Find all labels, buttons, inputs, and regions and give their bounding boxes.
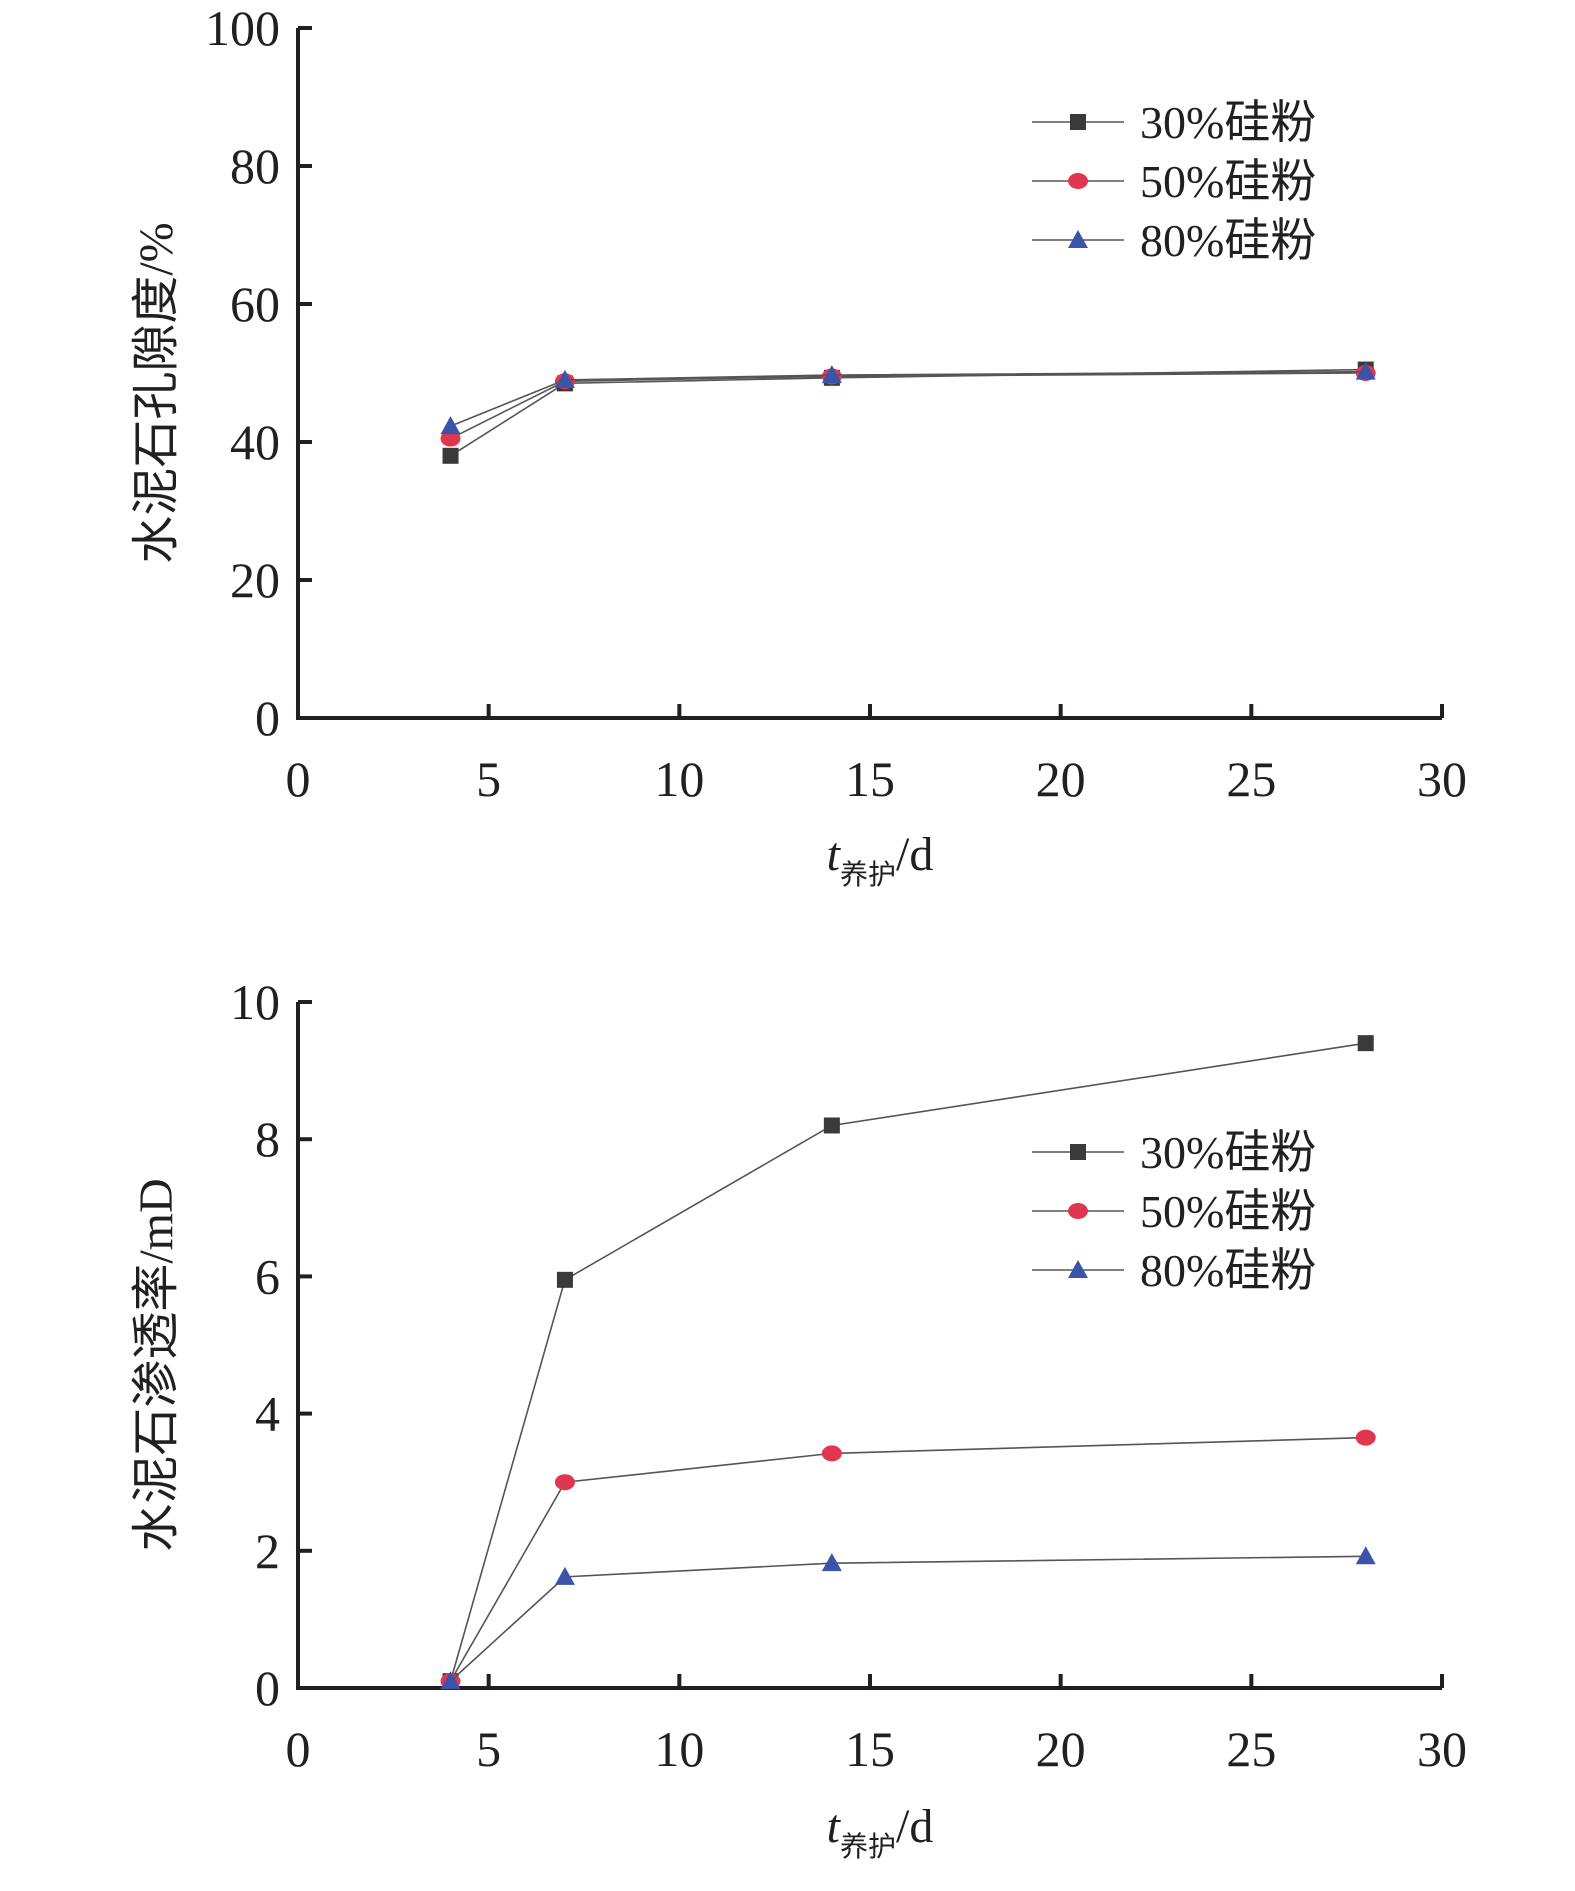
series-3	[440, 361, 1376, 435]
data-point	[1355, 1546, 1376, 1565]
data-point	[440, 416, 461, 435]
x-axis-title-sub: 养护	[840, 859, 896, 891]
x-tick-label: 20	[1036, 751, 1086, 807]
x-tick-label: 25	[1226, 751, 1276, 807]
x-tick-label: 20	[1036, 1721, 1086, 1777]
series-line	[450, 370, 1366, 427]
legend-marker	[1070, 114, 1086, 130]
legend: 30%硅粉 50%硅粉 80%硅粉	[1032, 1127, 1316, 1296]
data-point	[1355, 361, 1376, 380]
x-axis-title-unit: /d	[896, 1800, 933, 1853]
data-point	[1357, 1035, 1374, 1052]
series-line	[449, 1042, 1366, 1682]
series-line	[449, 1436, 1366, 1682]
x-tick-label: 10	[654, 1721, 704, 1777]
data-point	[823, 1117, 840, 1134]
x-tick-label: 15	[845, 1721, 895, 1777]
y-tick-label: 80	[230, 138, 280, 194]
legend-label: 30%硅粉	[1140, 1127, 1316, 1178]
data-point	[554, 1474, 575, 1491]
y-tick-label: 2	[255, 1523, 280, 1579]
x-axis-title: t养护/d	[827, 828, 934, 891]
data-point	[442, 447, 459, 464]
legend-marker	[1068, 173, 1088, 189]
x-axis-title-unit: /d	[896, 828, 933, 881]
data-point	[440, 430, 461, 447]
series-line	[450, 372, 1366, 440]
y-axis-title: 水泥石孔隙度/%	[130, 222, 183, 563]
x-axis-title-var: t	[827, 828, 842, 881]
data-point	[821, 365, 842, 384]
x-tick-label: 25	[1226, 1721, 1276, 1777]
y-tick-label: 0	[255, 1660, 280, 1716]
legend-label: 80%硅粉	[1140, 1245, 1316, 1296]
data-point	[554, 369, 575, 388]
legend-label: 50%硅粉	[1140, 1186, 1316, 1237]
y-tick-label: 6	[255, 1248, 280, 1304]
series-3	[440, 1546, 1376, 1690]
y-tick-label: 0	[255, 690, 280, 746]
legend-marker	[1068, 230, 1088, 248]
data-point	[554, 1566, 575, 1585]
series-line	[450, 368, 1366, 457]
y-tick-label: 8	[255, 1111, 280, 1167]
x-axis-title-sub: 养护	[840, 1831, 896, 1863]
series-2	[440, 1429, 1376, 1690]
y-tick-label: 100	[205, 0, 280, 56]
legend-marker	[1068, 1203, 1088, 1219]
x-tick-label: 5	[476, 1721, 501, 1777]
chart-1: 0 20 40 60 80 100 0 5 10 15 20 25 30 t养护/d 水泥石孔隙度/% 30%…	[130, 0, 1467, 891]
x-tick-label: 15	[845, 751, 895, 807]
y-tick-label: 4	[255, 1386, 280, 1442]
data-point	[821, 1445, 842, 1462]
data-point	[821, 1553, 842, 1572]
data-point	[1355, 1429, 1376, 1446]
x-tick-label: 10	[654, 751, 704, 807]
y-tick-label: 10	[230, 974, 280, 1030]
x-tick-label: 30	[1417, 751, 1467, 807]
y-axis-title: 水泥石渗透率/mD	[130, 1178, 183, 1551]
legend-label: 30%硅粉	[1140, 97, 1316, 148]
legend: 30%硅粉 50%硅粉 80%硅粉	[1032, 97, 1316, 266]
series-line	[449, 1555, 1366, 1682]
data-point	[440, 1671, 461, 1690]
x-axis-title: t养护/d	[827, 1800, 934, 1863]
y-tick-label: 40	[230, 414, 280, 470]
y-tick-label: 60	[230, 276, 280, 332]
legend-label: 50%硅粉	[1140, 156, 1316, 207]
x-tick-label: 0	[286, 1721, 311, 1777]
series-1	[442, 361, 1374, 464]
x-axis-title-var: t	[827, 1800, 842, 1853]
legend-label: 80%硅粉	[1140, 215, 1316, 266]
data-point	[556, 1271, 573, 1288]
legend-marker	[1070, 1144, 1086, 1160]
legend-marker	[1068, 1260, 1088, 1278]
x-tick-label: 0	[286, 751, 311, 807]
chart-2: 0 2 4 6 8 10 0 5 10 15 20 25 30 t养护/d 水泥石渗透率/mD 30%硅粉 50…	[130, 974, 1467, 1863]
y-tick-label: 20	[230, 552, 280, 608]
x-tick-label: 5	[476, 751, 501, 807]
x-tick-label: 30	[1417, 1721, 1467, 1777]
